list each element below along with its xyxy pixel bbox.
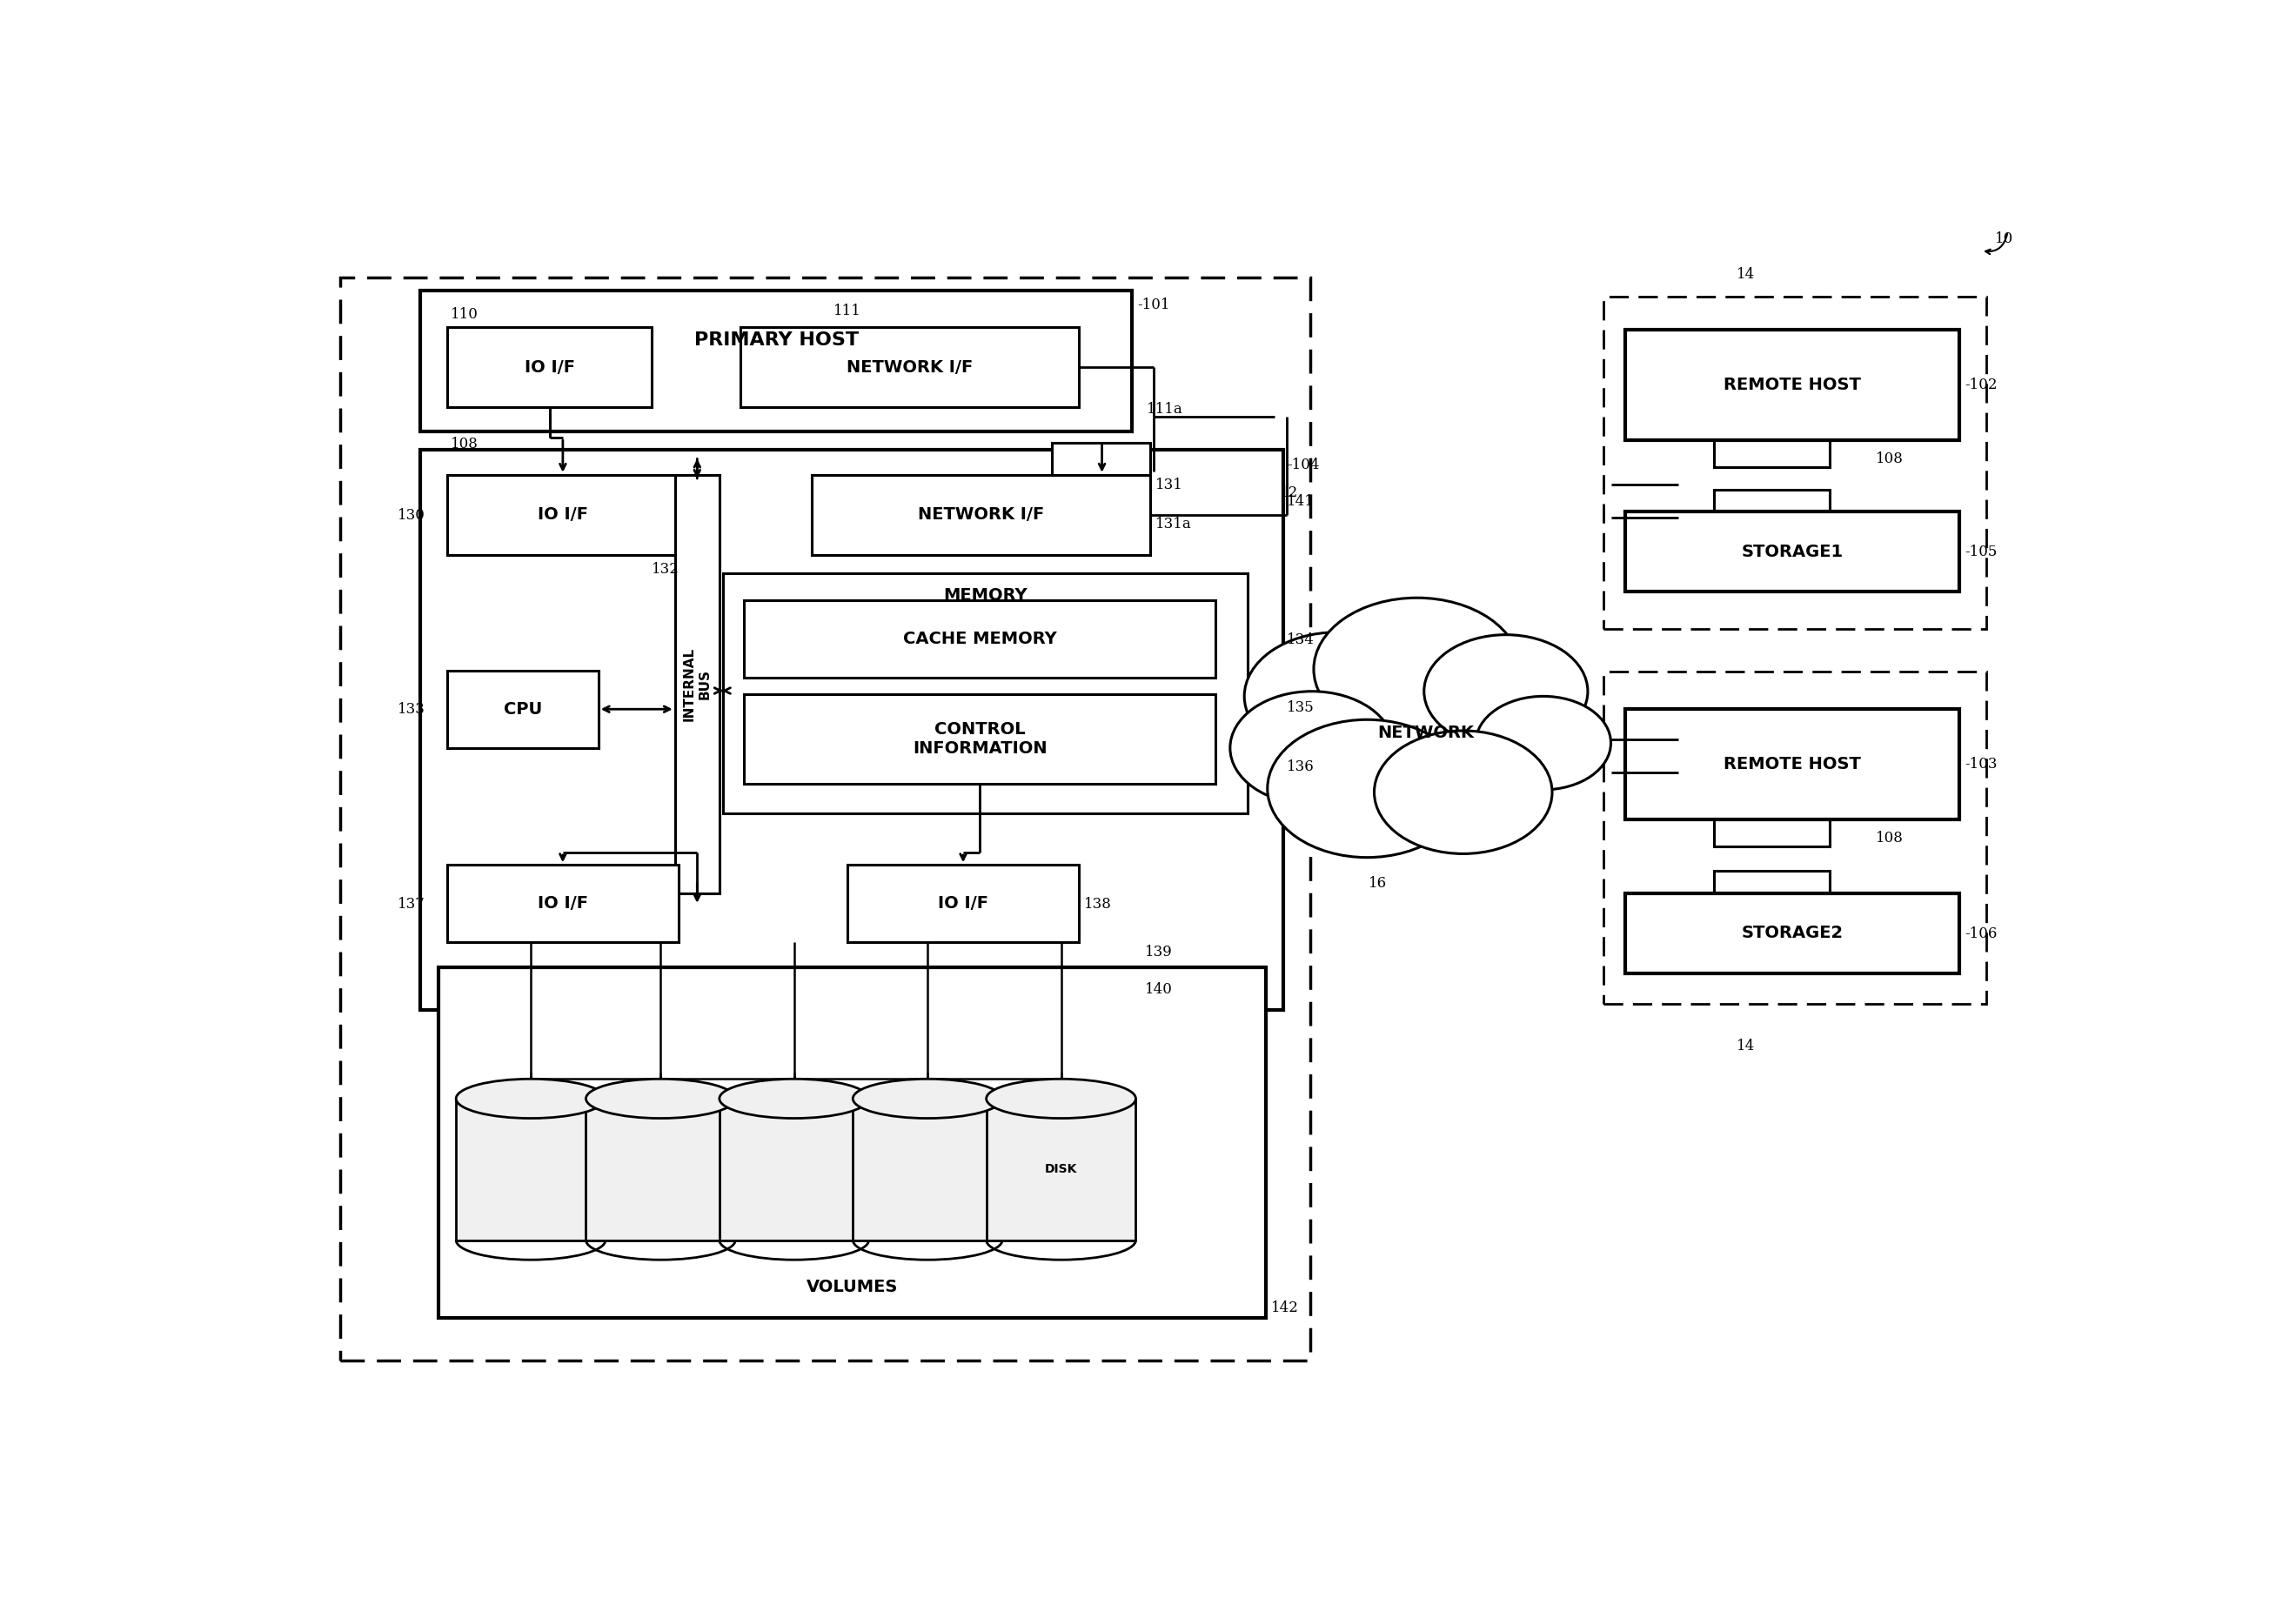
Bar	[457, 1098, 606, 1240]
Bar	[723, 574, 1249, 813]
Text: IO I/F: IO I/F	[537, 895, 588, 912]
Bar	[744, 694, 1217, 783]
Bar	[1715, 871, 1830, 893]
Text: 140: 140	[1146, 981, 1173, 997]
Text: -102: -102	[1965, 377, 1998, 393]
Text: CACHE MEMORY: CACHE MEMORY	[902, 631, 1056, 647]
Circle shape	[1375, 730, 1552, 853]
Bar	[813, 475, 1150, 555]
Bar	[340, 278, 1311, 1361]
Ellipse shape	[852, 1079, 1003, 1119]
Text: 136: 136	[1288, 759, 1316, 773]
Text: INTERNAL
BUS: INTERNAL BUS	[682, 647, 712, 721]
Bar	[448, 475, 680, 555]
Text: 14: 14	[1736, 1039, 1756, 1053]
Bar	[448, 671, 599, 748]
Text: IO I/F: IO I/F	[939, 895, 987, 912]
Text: 134: 134	[1288, 633, 1316, 647]
Bar	[1603, 671, 1986, 1004]
Ellipse shape	[719, 1079, 868, 1119]
Bar	[742, 328, 1079, 407]
Ellipse shape	[987, 1079, 1137, 1119]
Bar	[675, 475, 719, 893]
Bar	[585, 1098, 735, 1240]
Bar	[719, 1098, 868, 1240]
Text: -101: -101	[1137, 297, 1171, 312]
Text: REMOTE HOST: REMOTE HOST	[1724, 377, 1862, 393]
Bar	[439, 967, 1265, 1318]
Text: -106: -106	[1965, 927, 1998, 941]
Text: 12: 12	[1279, 486, 1300, 500]
Text: VOLUMES: VOLUMES	[806, 1278, 898, 1294]
Circle shape	[1231, 692, 1394, 804]
Text: 14: 14	[1736, 267, 1756, 281]
Text: 111: 111	[833, 304, 861, 318]
Bar	[420, 291, 1132, 431]
Bar	[1626, 511, 1958, 591]
Bar	[420, 451, 1283, 1010]
Text: MEMORY: MEMORY	[944, 586, 1026, 604]
Circle shape	[1313, 598, 1520, 740]
Bar	[1626, 329, 1958, 441]
Circle shape	[1244, 633, 1430, 761]
Bar	[847, 865, 1079, 943]
Text: -103: -103	[1965, 756, 1998, 772]
Text: PRIMARY HOST: PRIMARY HOST	[693, 331, 859, 348]
Text: 108: 108	[1876, 831, 1903, 845]
Bar	[1052, 443, 1150, 475]
Bar	[1626, 708, 1958, 820]
Text: 131: 131	[1155, 478, 1182, 492]
Text: IO I/F: IO I/F	[537, 507, 588, 523]
Text: 110: 110	[450, 307, 478, 323]
Text: 16: 16	[1368, 876, 1387, 890]
Circle shape	[1424, 634, 1589, 748]
Text: NETWORK I/F: NETWORK I/F	[918, 507, 1045, 523]
Bar	[744, 601, 1217, 678]
Text: DISK: DISK	[1045, 1163, 1077, 1176]
Text: 138: 138	[1084, 896, 1111, 911]
Bar	[1715, 489, 1830, 511]
Text: 133: 133	[397, 703, 425, 718]
Text: 132: 132	[652, 562, 680, 577]
Bar	[1715, 441, 1830, 467]
Text: 135: 135	[1288, 700, 1316, 714]
Bar	[1626, 893, 1958, 973]
Text: 142: 142	[1272, 1301, 1300, 1315]
Text: STORAGE2: STORAGE2	[1740, 925, 1844, 941]
Text: 111a: 111a	[1146, 403, 1182, 417]
Text: CONTROL
INFORMATION: CONTROL INFORMATION	[914, 721, 1047, 756]
Text: 139: 139	[1146, 944, 1173, 959]
Ellipse shape	[585, 1079, 735, 1119]
Text: CPU: CPU	[503, 702, 542, 718]
Text: NETWORK: NETWORK	[1378, 725, 1474, 741]
Circle shape	[1476, 697, 1612, 789]
Bar	[448, 865, 680, 943]
Text: 137: 137	[397, 896, 425, 911]
Bar	[448, 328, 652, 407]
Text: 108: 108	[450, 436, 478, 451]
Text: -105: -105	[1965, 545, 1998, 559]
Text: -104: -104	[1288, 457, 1320, 473]
Bar	[1603, 296, 1986, 628]
Ellipse shape	[457, 1079, 606, 1119]
Text: 141: 141	[1288, 494, 1316, 510]
Bar	[1715, 820, 1830, 847]
Bar	[852, 1098, 1003, 1240]
Bar	[987, 1098, 1137, 1240]
Text: 130: 130	[397, 508, 425, 523]
Text: 10: 10	[1995, 232, 2014, 246]
Text: IO I/F: IO I/F	[523, 360, 574, 376]
Text: 131a: 131a	[1155, 516, 1192, 532]
Text: REMOTE HOST: REMOTE HOST	[1724, 756, 1862, 772]
Text: STORAGE1: STORAGE1	[1740, 543, 1844, 559]
Circle shape	[1267, 719, 1467, 858]
Text: 108: 108	[1876, 451, 1903, 467]
Text: NETWORK I/F: NETWORK I/F	[847, 360, 974, 376]
